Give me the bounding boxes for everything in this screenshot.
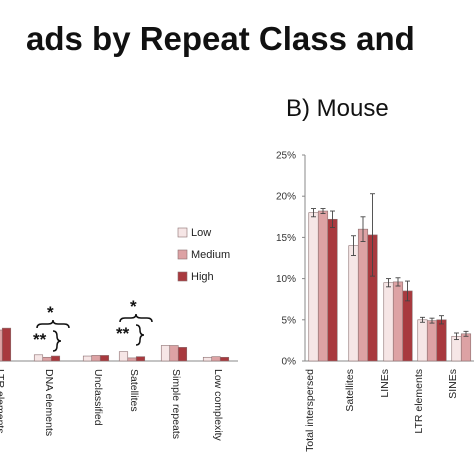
bar-total-interspersed-high [327, 218, 338, 362]
significance-double-star: ** [33, 330, 47, 349]
significance-bracket [36, 319, 70, 329]
bar-dna-elements-medium [42, 356, 52, 362]
legend-swatch-medium [177, 249, 188, 260]
bar-satellites-medium [357, 228, 369, 362]
category-label: Simple repeats [170, 369, 182, 439]
category-label: Satellites [344, 369, 356, 412]
significance-star: * [47, 303, 54, 322]
legend-swatch-high [177, 271, 188, 282]
category-label: SINEs [447, 369, 459, 399]
bar-sines-medium [460, 333, 472, 362]
y-tick-label: 5% [282, 315, 297, 326]
legend: Low Medium High [177, 227, 230, 283]
bar-total-interspersed-low [308, 212, 319, 362]
category-label: LTR elements [413, 369, 425, 434]
significance-annotations: ****** [33, 297, 153, 352]
bar-low-complexity-high [219, 356, 230, 362]
mouse-panel-title: B) Mouse [286, 95, 389, 122]
bar-low-complexity-medium [211, 356, 221, 362]
bar-ltr-elements-high [436, 319, 447, 362]
y-tick-label: 20% [276, 192, 296, 203]
mouse-category-labels: Total interspersed Satellites LINEs LTR ele… [304, 369, 459, 452]
bar-satellites-low [348, 245, 359, 362]
y-tick-label: 10% [276, 274, 296, 285]
significance-bracket [135, 324, 145, 346]
bar-lines-medium [392, 281, 404, 362]
bar-ltr-elements-medium [0, 329, 3, 362]
bar-total-interspersed-medium [317, 210, 329, 362]
significance-star: * [130, 297, 137, 316]
bar-simple-repeats-medium [169, 345, 179, 362]
figure-title: ads by Repeat Class and [26, 20, 415, 57]
mouse-bars [308, 193, 472, 362]
category-label: Satellites [128, 369, 140, 412]
bar-unclassified-low [82, 355, 93, 362]
legend-label-low: Low [191, 227, 211, 239]
bar-satellites-low [118, 351, 129, 362]
left-panel-chart: LTR elements DNA elements Unclassified Sate… [0, 227, 238, 442]
legend-label-high: High [191, 271, 214, 283]
bar-satellites-high [135, 356, 146, 362]
bar-dna-elements-low [33, 354, 44, 362]
y-tick-label: 15% [276, 233, 296, 244]
y-tick-label: 0% [282, 357, 297, 368]
bar-simple-repeats-high [177, 347, 188, 362]
legend-swatch-low [177, 227, 188, 238]
bar-simple-repeats-low [160, 345, 171, 362]
bar-satellites-medium [127, 357, 137, 362]
left-bars [0, 327, 230, 362]
bar-ltr-elements-high [1, 327, 12, 362]
significance-double-star: ** [116, 324, 130, 343]
bar-lines-low [383, 282, 394, 362]
bar-lines-high [402, 290, 413, 362]
significance-bracket [119, 313, 153, 323]
category-label: Unclassified [92, 369, 104, 426]
legend-label-medium: Medium [191, 249, 230, 261]
category-label: Total interspersed [304, 369, 316, 452]
significance-bracket [52, 330, 62, 352]
bar-ltr-elements-low [417, 319, 428, 362]
category-label: Low complexity [212, 369, 224, 442]
bar-dna-elements-high [50, 355, 61, 362]
bar-low-complexity-low [202, 356, 213, 362]
category-label: LINEs [379, 369, 391, 398]
category-label: DNA elements [43, 369, 55, 436]
left-category-labels: LTR elements DNA elements Unclassified Sate… [0, 369, 224, 442]
y-tick-label: 25% [276, 151, 296, 162]
mouse-y-tick-labels: 0% 5% 10% 15% 20% 25% [276, 151, 305, 368]
bar-ltr-elements-medium [426, 320, 438, 362]
mouse-panel-chart: 0% 5% 10% 15% 20% 25% Total interspersed Satel… [276, 151, 474, 452]
bar-unclassified-high [99, 355, 110, 362]
bar-unclassified-medium [91, 355, 101, 362]
category-label: LTR elements [0, 369, 6, 434]
